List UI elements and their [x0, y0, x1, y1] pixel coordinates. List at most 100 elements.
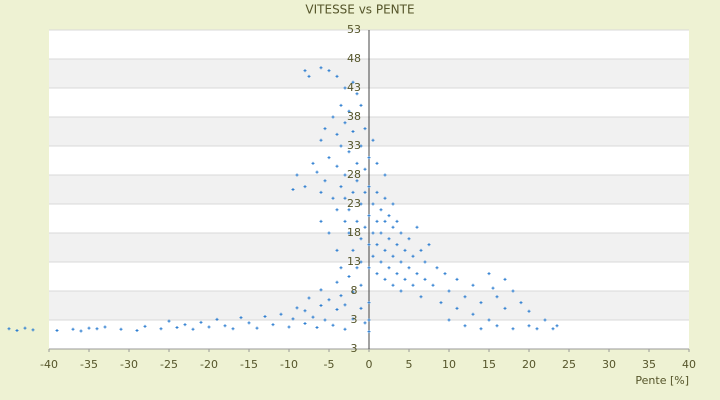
point: [343, 303, 347, 307]
x-tick-label: 30: [602, 358, 616, 371]
point: [307, 74, 311, 78]
point: [335, 132, 339, 136]
point: [471, 312, 475, 316]
point: [363, 190, 367, 194]
point: [527, 309, 531, 313]
point: [399, 289, 403, 293]
point: [399, 231, 403, 235]
point: [291, 317, 295, 321]
point: [323, 179, 327, 183]
point: [423, 260, 427, 264]
x-tick-label: 0: [366, 358, 373, 371]
point: [331, 196, 335, 200]
y-tick-label: 43: [347, 81, 361, 94]
point: [79, 329, 83, 333]
point: [319, 219, 323, 223]
point: [7, 327, 11, 331]
point: [419, 295, 423, 299]
point: [319, 190, 323, 194]
x-tick-label: -15: [240, 358, 258, 371]
point: [479, 327, 483, 331]
point: [311, 161, 315, 165]
point: [355, 161, 359, 165]
x-tick-label: -25: [160, 358, 178, 371]
point: [335, 74, 339, 78]
point: [439, 301, 443, 305]
point: [403, 277, 407, 281]
point: [447, 318, 451, 322]
point: [335, 280, 339, 284]
point: [359, 260, 363, 264]
point: [295, 173, 299, 177]
point: [23, 326, 27, 330]
point: [327, 156, 331, 160]
point: [367, 185, 371, 189]
point: [215, 317, 219, 321]
point: [135, 328, 139, 332]
point: [415, 272, 419, 276]
point: [343, 86, 347, 90]
point: [339, 144, 343, 148]
point: [339, 103, 343, 107]
point: [291, 188, 295, 191]
point: [487, 272, 491, 276]
point: [407, 237, 411, 241]
point: [367, 214, 371, 218]
y-tick-label: 13: [347, 255, 361, 268]
point: [371, 202, 375, 206]
point: [411, 283, 415, 287]
point: [183, 323, 187, 327]
point: [359, 103, 363, 107]
point: [263, 315, 267, 319]
x-tick-label: 35: [642, 358, 656, 371]
point: [495, 295, 499, 299]
point: [71, 327, 75, 331]
point: [335, 164, 339, 168]
point: [287, 325, 291, 329]
point: [543, 318, 547, 322]
point: [31, 328, 35, 332]
y-tick-label: 53: [347, 23, 361, 36]
point: [279, 312, 283, 316]
y-tick-label: 38: [347, 110, 361, 123]
point: [343, 121, 347, 125]
x-tick-label: 10: [442, 358, 456, 371]
point: [371, 231, 375, 235]
point: [435, 266, 439, 270]
y-tick-label: 3: [351, 313, 358, 326]
point: [463, 324, 467, 328]
y-tick-label: 48: [347, 52, 361, 65]
point: [375, 219, 379, 223]
point: [391, 283, 395, 287]
point: [387, 237, 391, 241]
point: [363, 127, 367, 131]
point: [551, 327, 555, 331]
point: [383, 219, 387, 223]
point: [511, 327, 515, 331]
point: [351, 190, 355, 194]
point: [367, 156, 371, 160]
point: [371, 254, 375, 258]
point: [307, 296, 311, 300]
point: [175, 326, 179, 330]
point: [375, 161, 379, 165]
point: [527, 324, 531, 328]
point: [391, 254, 395, 258]
point: [327, 231, 331, 235]
point: [367, 318, 371, 322]
point: [323, 127, 327, 131]
point: [319, 288, 323, 292]
point: [303, 321, 307, 325]
point: [455, 306, 459, 310]
point: [343, 327, 347, 331]
point: [339, 185, 343, 189]
point: [383, 277, 387, 281]
point: [363, 321, 367, 325]
point: [391, 225, 395, 229]
point: [511, 289, 515, 293]
x-tick-label: -35: [80, 358, 98, 371]
x-tick-label: -10: [280, 358, 298, 371]
point: [447, 289, 451, 293]
point: [383, 248, 387, 252]
point: [335, 208, 339, 212]
